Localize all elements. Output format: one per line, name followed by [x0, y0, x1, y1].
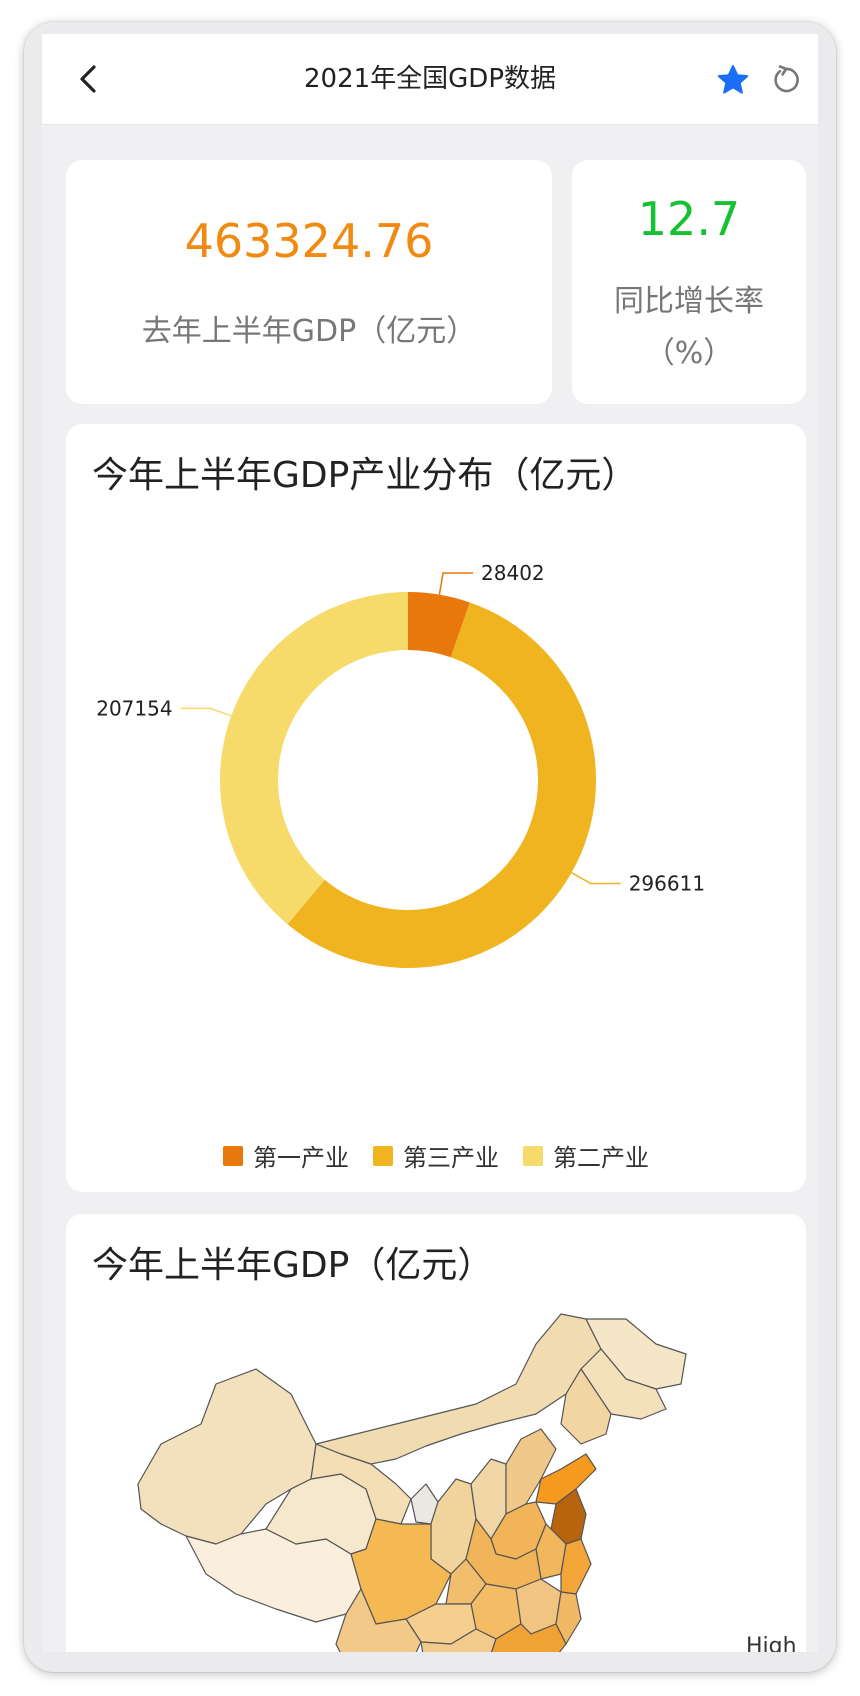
- legend-label: 第三产业: [403, 1144, 499, 1172]
- map-region-liaoning: [560, 1368, 612, 1445]
- gdp-map-card: 今年上半年GDP（亿元）: [66, 1214, 806, 1652]
- pie-legend: 第一产业 第三产业 第二产业: [66, 1138, 806, 1173]
- map-legend-high-label: High: [746, 1634, 797, 1652]
- map-region-shandong: [535, 1453, 597, 1505]
- last-year-gdp-value: 463324.76: [184, 214, 434, 268]
- pie-slice-2[interactable]: [220, 592, 408, 925]
- pie-leader-line-0: [438, 572, 474, 595]
- map-region-guangxi: [420, 1628, 497, 1652]
- page-title: 2021年全国GDP数据: [303, 64, 556, 94]
- pie-data-label-2: 207154: [96, 696, 172, 720]
- map-region-inner-mongolia: [315, 1313, 602, 1465]
- last-year-gdp-label: 去年上半年GDP（亿元）: [141, 314, 477, 349]
- legend-item-2[interactable]: 第二产业: [523, 1138, 649, 1173]
- pie-leader-line-1: [571, 872, 621, 885]
- legend-item-1[interactable]: 第三产业: [373, 1138, 499, 1173]
- map-region-zhejiang: [560, 1538, 592, 1595]
- china-province-map[interactable]: [66, 1274, 806, 1652]
- legend-label: 第一产业: [253, 1144, 349, 1172]
- legend-label: 第二产业: [553, 1144, 649, 1172]
- pie-data-label-1: 296611: [629, 872, 705, 896]
- growth-rate-label: 同比增长率（%）: [614, 284, 764, 371]
- legend-swatch: [223, 1145, 243, 1166]
- nav-bar: 2021年全国GDP数据: [42, 34, 818, 125]
- pie-slice-0[interactable]: [408, 592, 470, 658]
- donut-chart: 28402 296611 207154: [96, 561, 705, 968]
- device-frame: 2021年全国GDP数据 463324.76 去年上半年GDP（亿元） 12.7…: [24, 22, 836, 1672]
- map-region-yunnan: [335, 1588, 422, 1652]
- pie-data-label-0: 28402: [481, 561, 545, 585]
- growth-rate-card: 12.7 同比增长率（%）: [572, 160, 806, 404]
- back-button[interactable]: [72, 62, 106, 96]
- legend-swatch: [523, 1145, 543, 1166]
- star-icon[interactable]: [717, 64, 749, 96]
- map-title: 今年上半年GDP（亿元）: [92, 1245, 494, 1286]
- legend-swatch: [373, 1145, 393, 1166]
- pie-leader-line-2: [180, 707, 232, 717]
- chevron-left-icon: [80, 65, 96, 93]
- last-year-gdp-card: 463324.76 去年上半年GDP（亿元）: [66, 160, 552, 404]
- legend-item-0[interactable]: 第一产业: [223, 1138, 349, 1173]
- app-screen: 2021年全国GDP数据 463324.76 去年上半年GDP（亿元） 12.7…: [42, 34, 818, 1652]
- refresh-icon[interactable]: [770, 64, 802, 96]
- industry-distribution-card: 今年上半年GDP产业分布（亿元） 28402 296611 207154 第一产业第…: [66, 424, 806, 1192]
- pie-slice-1[interactable]: [287, 602, 597, 968]
- pie-chart-title: 今年上半年GDP产业分布（亿元）: [92, 455, 638, 496]
- map-region-guangdong: [491, 1623, 567, 1652]
- growth-rate-value: 12.7: [637, 192, 741, 246]
